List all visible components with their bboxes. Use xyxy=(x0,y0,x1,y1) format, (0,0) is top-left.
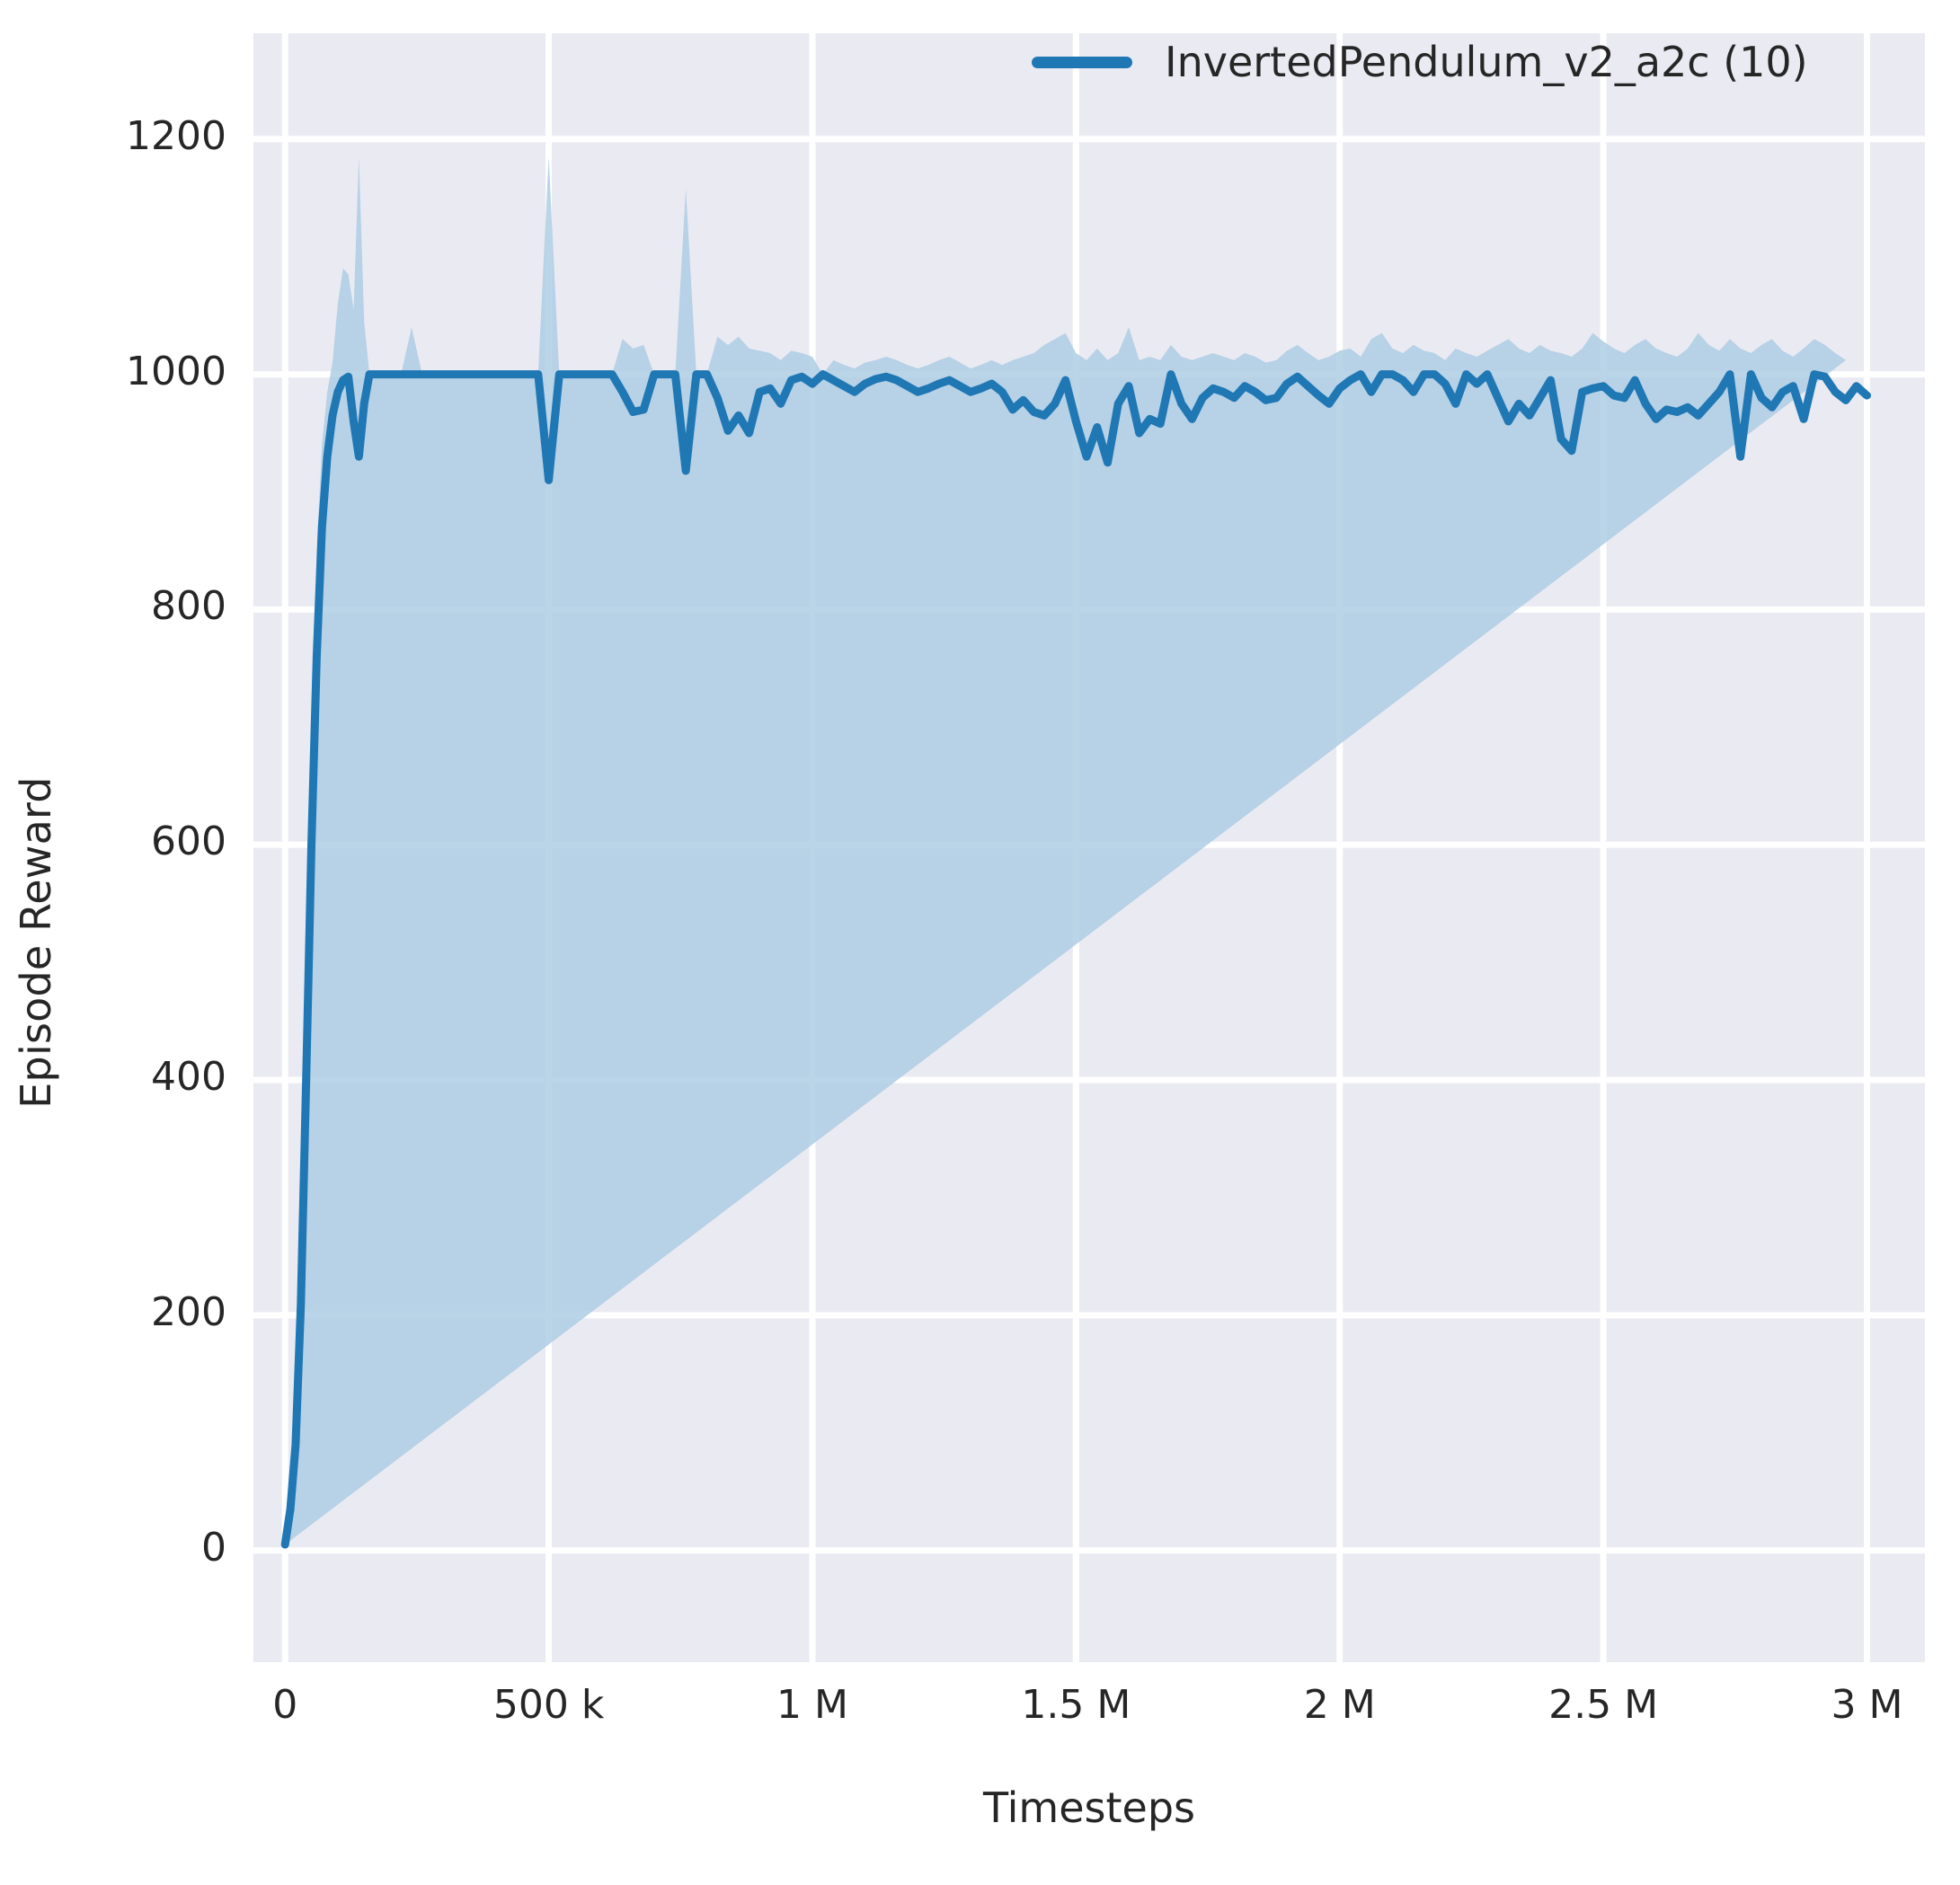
y-axis-tick-label: 200 xyxy=(151,1288,226,1335)
chart-legend: InvertedPendulum_v2_a2c (10) xyxy=(1032,38,1808,86)
y-axis-tick-label: 600 xyxy=(151,819,226,865)
legend-label: InvertedPendulum_v2_a2c (10) xyxy=(1165,38,1808,86)
series-0 xyxy=(280,156,1871,1549)
y-axis-title: Episode Reward xyxy=(12,776,60,1109)
legend-color-swatch xyxy=(1032,56,1132,68)
mean-line xyxy=(280,370,1871,1549)
y-axis-tick-label: 400 xyxy=(151,1054,226,1101)
y-axis-tick-label: 1000 xyxy=(126,348,226,394)
x-axis-tick-label: 2.5 M xyxy=(1548,1682,1659,1728)
x-axis-title: Timesteps xyxy=(982,1783,1196,1832)
y-axis-tick-label: 0 xyxy=(201,1524,226,1571)
x-axis-tick-label: 0 xyxy=(272,1682,298,1728)
x-axis-tick-label: 500 k xyxy=(492,1682,605,1728)
confidence-band xyxy=(285,156,1846,1545)
x-axis-tick-label: 3 M xyxy=(1831,1682,1903,1728)
x-axis-tick-label: 2 M xyxy=(1303,1682,1376,1728)
y-axis-tick-label: 1200 xyxy=(126,112,226,159)
y-axis-tick-label: 800 xyxy=(151,583,226,630)
x-axis-tick-label: 1.5 M xyxy=(1021,1682,1131,1728)
x-axis-tick-label: 1 M xyxy=(776,1682,848,1728)
